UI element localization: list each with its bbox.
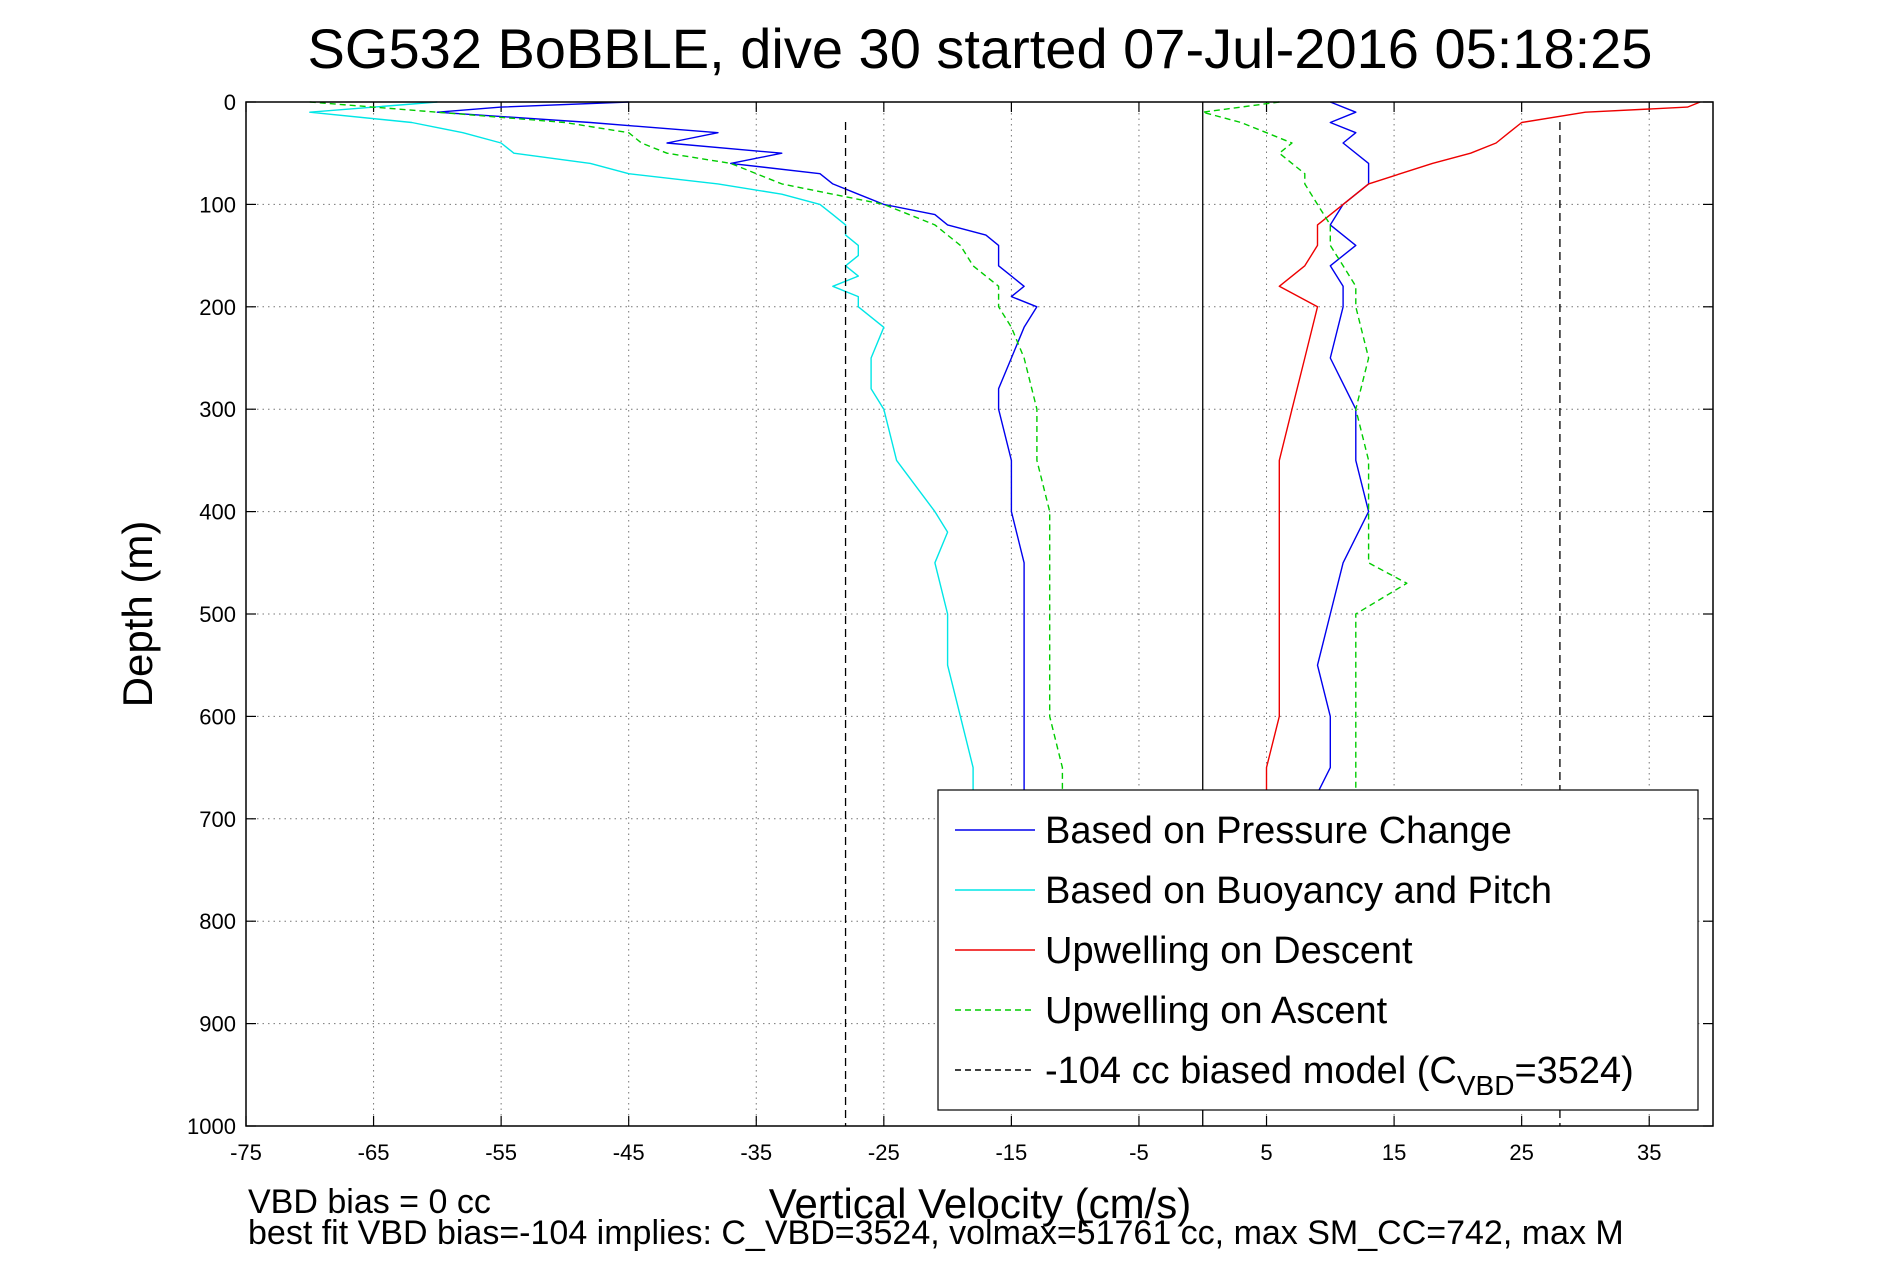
x-tick-label: 15 (1382, 1140, 1406, 1165)
y-tick-label: 200 (199, 295, 236, 320)
x-tick-label: -75 (230, 1140, 262, 1165)
y-tick-label: 0 (224, 90, 236, 115)
series-line-2 (1265, 101, 1701, 794)
y-tick-label: 600 (199, 704, 236, 729)
series-line-3 (309, 101, 1064, 794)
chart-title: SG532 BoBBLE, dive 30 started 07-Jul-201… (308, 17, 1653, 80)
x-tick-label: -5 (1129, 1140, 1149, 1165)
x-tick-label: 25 (1509, 1140, 1533, 1165)
y-tick-label: 400 (199, 500, 236, 525)
x-tick-label: 5 (1260, 1140, 1272, 1165)
series-line-0 (436, 101, 1038, 794)
x-tick-label: -35 (740, 1140, 772, 1165)
y-tick-label: 700 (199, 807, 236, 832)
footnote-vbd-bias: VBD bias = 0 cc (248, 1183, 491, 1221)
legend-label: Upwelling on Ascent (1045, 990, 1388, 1032)
legend-label: Based on Buoyancy and Pitch (1045, 870, 1552, 912)
legend-label: Upwelling on Descent (1045, 930, 1413, 972)
x-tick-label: -55 (485, 1140, 517, 1165)
y-tick-label: 300 (199, 397, 236, 422)
legend-items: Based on Pressure Change Based on Buoyanc… (955, 810, 1634, 1101)
x-tick-label: -25 (868, 1140, 900, 1165)
plot-frame (245, 101, 1714, 1127)
y-tick-label: 100 (199, 192, 236, 217)
tick-labels: -75 -65 -55 -45 -35 -25 -15 -5 5 15 25 350100200300… (187, 90, 1661, 1165)
x-tick-label: -45 (613, 1140, 645, 1165)
legend-box (937, 789, 1699, 1111)
x-tick-label: 35 (1637, 1140, 1661, 1165)
legend-label: Based on Pressure Change (1045, 810, 1512, 852)
y-tick-label: 900 (199, 1012, 236, 1037)
y-tick-label: 500 (199, 602, 236, 627)
footnote-best-fit: best fit VBD bias=-104 implies: C_VBD=35… (248, 1214, 1624, 1252)
series-line-1 (309, 101, 974, 794)
legend-label: -104 cc biased model (CVBD=3524) (1045, 1050, 1634, 1101)
x-axis-label: Vertical Velocity (cm/s) (769, 1180, 1191, 1227)
y-axis-label: Depth (m) (114, 521, 161, 708)
y-tick-label: 1000 (187, 1114, 236, 1139)
y-tick-label: 800 (199, 909, 236, 934)
x-tick-label: -65 (358, 1140, 390, 1165)
series-line-3 (1201, 101, 1408, 794)
legend: Based on Pressure Change Based on Buoyanc… (937, 789, 1699, 1111)
x-tick-label: -15 (995, 1140, 1027, 1165)
series-line-0 (1316, 101, 1370, 794)
